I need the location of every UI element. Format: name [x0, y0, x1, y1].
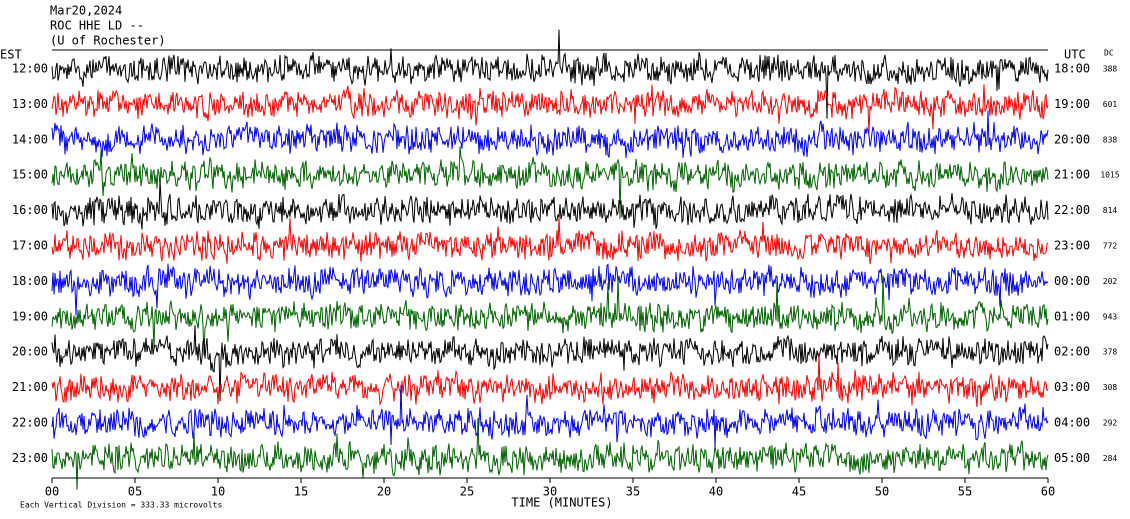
trace — [51, 179, 1049, 230]
x-tick-label: 45 — [792, 485, 806, 499]
dc-label: DC — [1104, 49, 1114, 58]
x-tick-label: 20 — [377, 485, 391, 499]
utc-time-label: 21:00 — [1054, 168, 1090, 182]
est-time-label: 14:00 — [12, 132, 48, 146]
est-time-label: 21:00 — [12, 380, 48, 394]
chart-title: Mar20,2024 — [50, 4, 122, 18]
x-tick-label: 25 — [460, 485, 474, 499]
utc-time-label: 19:00 — [1054, 97, 1090, 111]
dc-value: 814 — [1103, 206, 1118, 215]
utc-time-label: 18:00 — [1054, 62, 1090, 76]
x-tick-label: 05 — [128, 485, 142, 499]
trace — [51, 263, 1049, 316]
trace — [51, 352, 1049, 408]
trace — [51, 217, 1049, 265]
est-time-label: 22:00 — [12, 416, 48, 430]
x-tick-label: 40 — [709, 485, 723, 499]
est-time-label: 16:00 — [12, 203, 48, 217]
trace — [51, 275, 1049, 356]
dc-value: 601 — [1103, 100, 1118, 109]
utc-time-label: 22:00 — [1054, 203, 1090, 217]
channel-label: ROC HHE LD -- — [50, 19, 144, 33]
traces — [51, 29, 1049, 490]
est-time-label: 12:00 — [12, 62, 48, 76]
utc-time-label: 03:00 — [1054, 380, 1090, 394]
est-time-label: 19:00 — [12, 309, 48, 323]
utc-time-label: 02:00 — [1054, 345, 1090, 359]
dc-value: 378 — [1103, 348, 1118, 357]
station-label: (U of Rochester) — [50, 34, 166, 48]
trace — [51, 110, 1049, 158]
dc-value: 943 — [1103, 312, 1118, 321]
utc-time-label: 05:00 — [1054, 451, 1090, 465]
dc-value: 772 — [1103, 242, 1118, 251]
scale-note: Each Vertical Division = 333.33 microvol… — [20, 501, 222, 510]
dc-value: 284 — [1103, 454, 1118, 463]
trace — [51, 84, 1049, 134]
trace — [51, 29, 1049, 119]
x-axis-title: TIME (MINUTES) — [511, 496, 612, 510]
dc-value: 1015 — [1100, 171, 1119, 180]
x-tick-label: 00 — [45, 485, 59, 499]
x-tick-label: 10 — [211, 485, 225, 499]
utc-time-label: 04:00 — [1054, 416, 1090, 430]
est-time-label: 23:00 — [12, 451, 48, 465]
trace — [51, 146, 1049, 219]
trace — [51, 417, 1049, 490]
est-time-label: 13:00 — [12, 97, 48, 111]
est-time-label: 17:00 — [12, 239, 48, 253]
dc-value: 838 — [1103, 135, 1118, 144]
utc-time-label: 00:00 — [1054, 274, 1090, 288]
right-axis-label: UTC — [1064, 48, 1086, 62]
x-tick-label: 60 — [1041, 485, 1055, 499]
utc-time-label: 23:00 — [1054, 239, 1090, 253]
dc-value: 308 — [1103, 383, 1118, 392]
left-axis-label: EST — [0, 48, 22, 62]
est-time-label: 15:00 — [12, 168, 48, 182]
dc-value: 292 — [1103, 419, 1118, 428]
x-tick-label: 55 — [958, 485, 972, 499]
utc-time-label: 20:00 — [1054, 132, 1090, 146]
x-tick-label: 15 — [294, 485, 308, 499]
x-tick-label: 50 — [875, 485, 889, 499]
est-time-label: 18:00 — [12, 274, 48, 288]
dc-value: 202 — [1103, 277, 1118, 286]
x-tick-label: 30 — [543, 485, 557, 499]
dc-value: 388 — [1103, 65, 1118, 74]
trace — [51, 384, 1049, 449]
est-time-label: 20:00 — [12, 345, 48, 359]
utc-time-label: 01:00 — [1054, 309, 1090, 323]
trace — [51, 325, 1049, 402]
x-tick-label: 35 — [626, 485, 640, 499]
